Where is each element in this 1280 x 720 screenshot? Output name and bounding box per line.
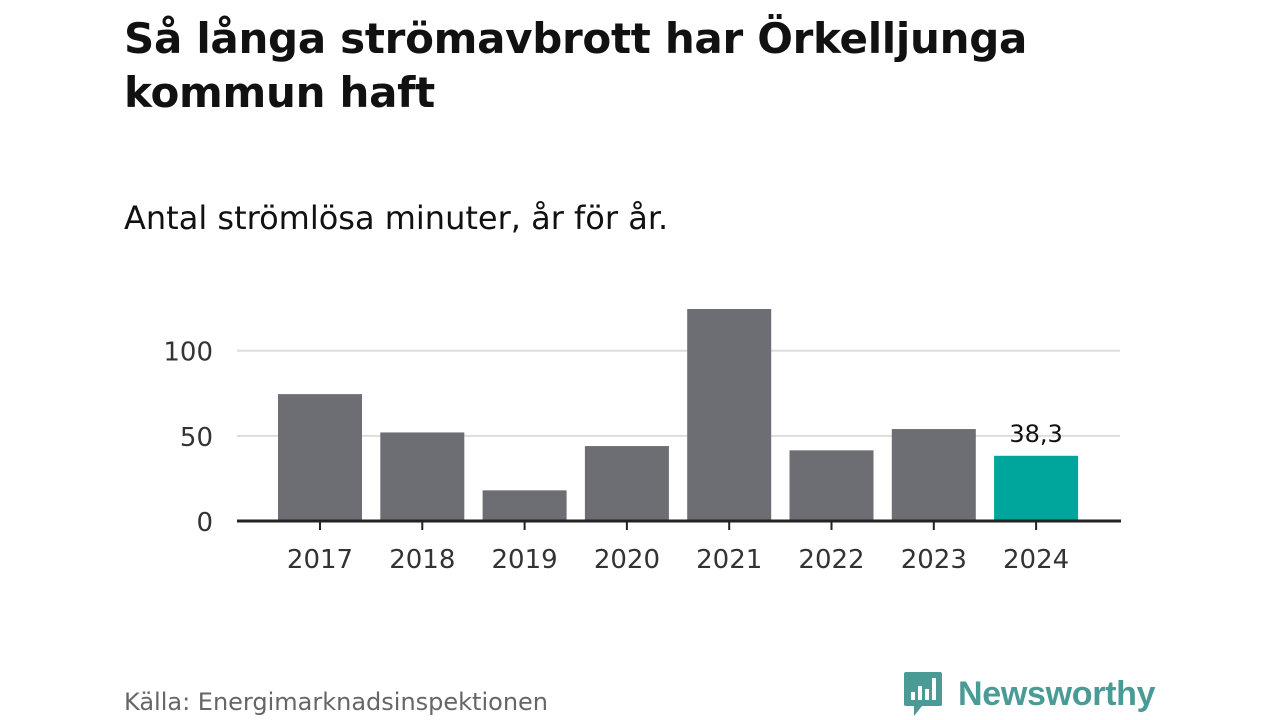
x-axis-tick-labels: 2017 2018 2019 2020 2021 2022 2023 2024 [287,545,1069,575]
brand-logo: Newsworthy [902,670,1156,718]
bar-2020 [584,446,669,521]
chart-title: Så långa strömavbrott har Örkelljunga ko… [124,14,1027,117]
bar-2019 [482,490,567,521]
brand-name: Newsworthy [958,675,1156,713]
bar-2017 [278,394,362,521]
chart-subtitle: Antal strömlösa minuter, år för år. [124,199,669,237]
data-labels: 38,3 [1009,420,1062,448]
y-tick-label-50: 50 [180,423,213,453]
gridlines [237,349,1120,437]
y-tick-label-0: 0 [196,508,213,538]
bar-2023 [891,429,976,521]
bar-2021 [687,309,772,521]
bars [278,309,1079,521]
newsworthy-logo-icon [904,672,942,716]
source-note: Källa: Energimarknadsinspektionen [124,688,549,716]
bar-2024 [994,455,1079,521]
x-tick-label-2018: 2018 [389,545,455,575]
data-label-2024: 38,3 [1009,420,1062,448]
x-tick-label-2024: 2024 [1003,545,1069,575]
y-tick-label-100: 100 [163,338,213,368]
bar-2022 [789,450,874,521]
bar-2018 [380,432,465,521]
x-tick-label-2021: 2021 [696,545,762,575]
x-tick-label-2023: 2023 [901,545,967,575]
y-axis-tick-labels: 0 50 100 [163,338,213,538]
x-tick-label-2022: 2022 [798,545,864,575]
x-axis [237,519,1121,530]
x-tick-label-2017: 2017 [287,545,353,575]
x-tick-label-2020: 2020 [594,545,660,575]
x-tick-label-2019: 2019 [492,545,558,575]
